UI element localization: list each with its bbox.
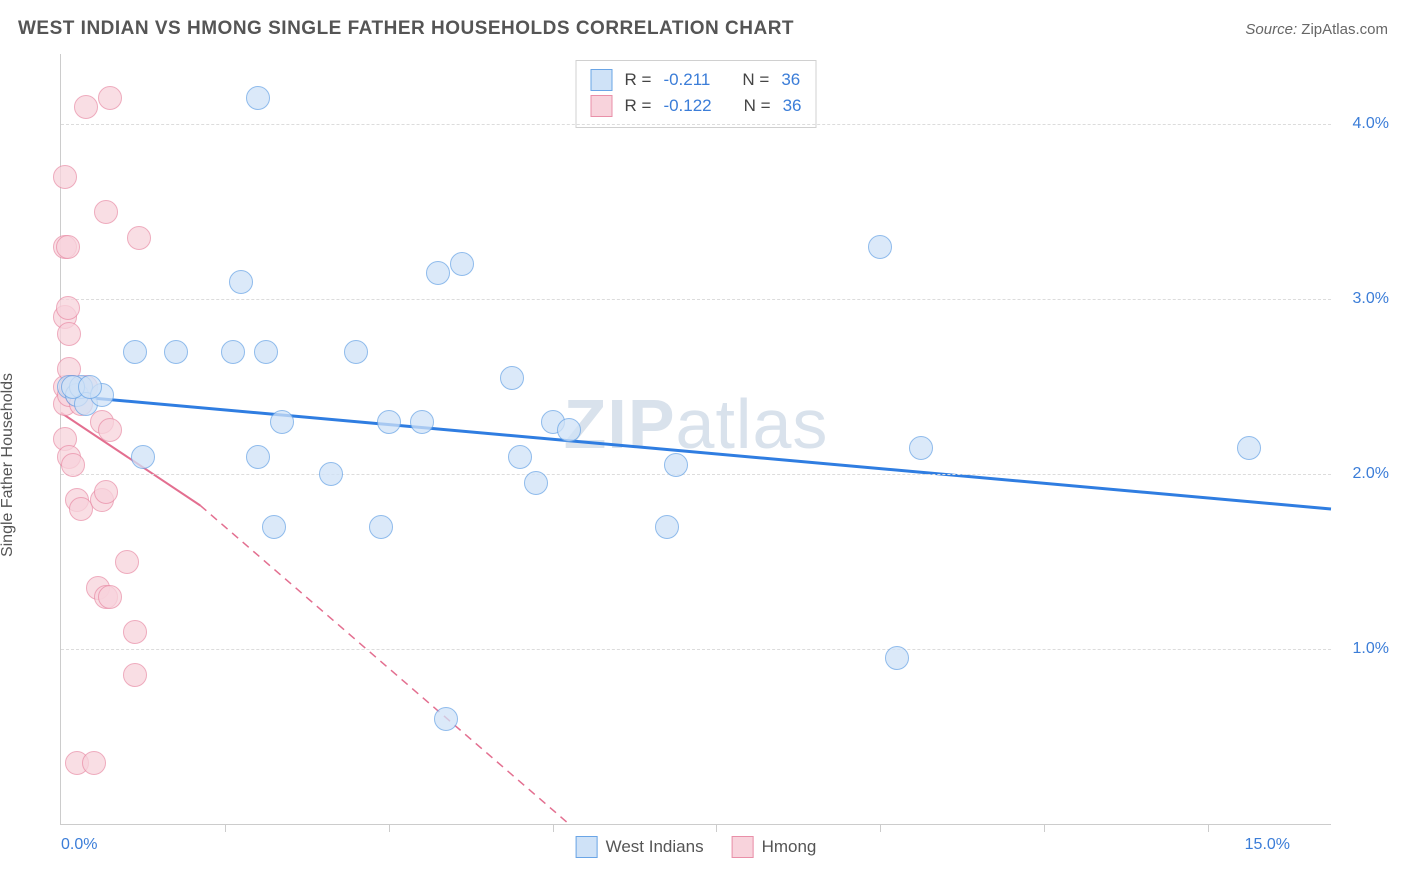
scatter-point-blue <box>868 235 892 259</box>
scatter-point-blue <box>369 515 393 539</box>
scatter-point-blue <box>450 252 474 276</box>
scatter-point-pink <box>57 322 81 346</box>
legend-label-pink: Hmong <box>762 837 817 857</box>
source-attribution: Source: ZipAtlas.com <box>1245 21 1388 38</box>
scatter-point-blue <box>508 445 532 469</box>
scatter-point-blue <box>664 453 688 477</box>
correlation-legend: R = -0.211 N = 36 R = -0.122 N = 36 <box>576 60 817 128</box>
scatter-point-pink <box>127 226 151 250</box>
scatter-point-blue <box>500 366 524 390</box>
scatter-point-blue <box>410 410 434 434</box>
scatter-point-blue <box>270 410 294 434</box>
scatter-point-blue <box>885 646 909 670</box>
scatter-point-blue <box>246 445 270 469</box>
scatter-point-pink <box>94 480 118 504</box>
x-tick <box>1208 824 1209 832</box>
n-value-pink: 36 <box>783 93 802 119</box>
scatter-point-pink <box>98 418 122 442</box>
scatter-point-blue <box>557 418 581 442</box>
scatter-point-blue <box>344 340 368 364</box>
y-tick-label: 4.0% <box>1339 115 1389 133</box>
r-value-pink: -0.122 <box>663 93 711 119</box>
correlation-row-blue: R = -0.211 N = 36 <box>591 67 802 93</box>
grid-line-h <box>61 474 1331 475</box>
y-tick-label: 1.0% <box>1339 640 1389 658</box>
scatter-point-pink <box>74 95 98 119</box>
scatter-point-blue <box>1237 436 1261 460</box>
y-tick-label: 2.0% <box>1339 465 1389 483</box>
scatter-point-blue <box>524 471 548 495</box>
legend-item-blue: West Indians <box>576 836 704 858</box>
scatter-point-pink <box>98 86 122 110</box>
scatter-point-blue <box>319 462 343 486</box>
scatter-point-blue <box>123 340 147 364</box>
legend-item-pink: Hmong <box>732 836 817 858</box>
x-tick <box>716 824 717 832</box>
x-tick <box>553 824 554 832</box>
scatter-point-pink <box>61 453 85 477</box>
chart-header: WEST INDIAN VS HMONG SINGLE FATHER HOUSE… <box>18 14 1388 44</box>
y-axis-label: Single Father Households <box>0 373 17 557</box>
scatter-point-pink <box>115 550 139 574</box>
n-label: N = <box>742 67 769 93</box>
swatch-pink <box>591 95 613 117</box>
scatter-point-blue <box>377 410 401 434</box>
n-value-blue: 36 <box>781 67 800 93</box>
x-tick-label: 15.0% <box>1245 836 1290 854</box>
scatter-point-blue <box>262 515 286 539</box>
trend-line <box>200 506 569 825</box>
scatter-point-blue <box>426 261 450 285</box>
x-tick <box>1044 824 1045 832</box>
scatter-point-pink <box>94 200 118 224</box>
n-label: N = <box>744 93 771 119</box>
swatch-pink <box>732 836 754 858</box>
scatter-point-pink <box>53 165 77 189</box>
scatter-point-blue <box>246 86 270 110</box>
plot-area: ZIPatlas R = -0.211 N = 36 R = -0.122 <box>60 54 1331 825</box>
scatter-point-blue <box>655 515 679 539</box>
scatter-point-blue <box>78 375 102 399</box>
trend-lines-svg <box>61 54 1331 824</box>
source-value: ZipAtlas.com <box>1301 21 1388 38</box>
scatter-point-blue <box>164 340 188 364</box>
source-label: Source: <box>1245 21 1297 38</box>
x-tick <box>880 824 881 832</box>
scatter-point-blue <box>229 270 253 294</box>
scatter-point-pink <box>56 296 80 320</box>
grid-line-h <box>61 299 1331 300</box>
chart-title: WEST INDIAN VS HMONG SINGLE FATHER HOUSE… <box>18 18 794 40</box>
scatter-point-blue <box>131 445 155 469</box>
series-legend: West Indians Hmong <box>576 836 817 858</box>
r-label: R = <box>625 93 652 119</box>
r-label: R = <box>625 67 652 93</box>
swatch-blue <box>576 836 598 858</box>
legend-label-blue: West Indians <box>606 837 704 857</box>
x-tick-label: 0.0% <box>61 836 97 854</box>
swatch-blue <box>591 69 613 91</box>
x-tick <box>225 824 226 832</box>
grid-line-h <box>61 124 1331 125</box>
correlation-row-pink: R = -0.122 N = 36 <box>591 93 802 119</box>
chart-outer: Single Father Households ZIPatlas R = -0… <box>18 54 1388 876</box>
grid-line-h <box>61 649 1331 650</box>
y-tick-label: 3.0% <box>1339 290 1389 308</box>
x-tick <box>389 824 390 832</box>
r-value-blue: -0.211 <box>663 67 710 93</box>
scatter-point-pink <box>82 751 106 775</box>
scatter-point-blue <box>221 340 245 364</box>
scatter-point-pink <box>56 235 80 259</box>
scatter-point-pink <box>123 620 147 644</box>
scatter-point-pink <box>123 663 147 687</box>
scatter-point-blue <box>909 436 933 460</box>
scatter-point-blue <box>254 340 278 364</box>
scatter-point-pink <box>98 585 122 609</box>
scatter-point-blue <box>434 707 458 731</box>
